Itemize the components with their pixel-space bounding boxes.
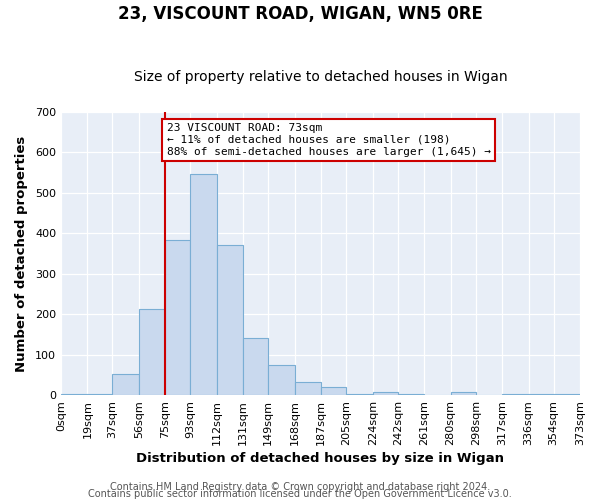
Y-axis label: Number of detached properties: Number of detached properties — [15, 136, 28, 372]
Bar — [529, 394, 554, 395]
Bar — [398, 394, 424, 395]
Bar — [321, 387, 346, 395]
Bar — [139, 309, 166, 395]
Bar — [112, 374, 139, 395]
Bar — [217, 246, 243, 395]
Bar — [502, 394, 529, 395]
Text: 23 VISCOUNT ROAD: 73sqm
← 11% of detached houses are smaller (198)
88% of semi-d: 23 VISCOUNT ROAD: 73sqm ← 11% of detache… — [167, 124, 491, 156]
Bar — [295, 382, 321, 395]
Bar — [373, 392, 398, 395]
Bar — [166, 240, 190, 395]
Title: Size of property relative to detached houses in Wigan: Size of property relative to detached ho… — [134, 70, 507, 85]
X-axis label: Distribution of detached houses by size in Wigan: Distribution of detached houses by size … — [136, 452, 505, 465]
Text: Contains HM Land Registry data © Crown copyright and database right 2024.: Contains HM Land Registry data © Crown c… — [110, 482, 490, 492]
Text: Contains public sector information licensed under the Open Government Licence v3: Contains public sector information licen… — [88, 489, 512, 499]
Bar — [190, 174, 217, 395]
Bar — [346, 394, 373, 395]
Text: 23, VISCOUNT ROAD, WIGAN, WN5 0RE: 23, VISCOUNT ROAD, WIGAN, WN5 0RE — [118, 5, 482, 23]
Bar — [243, 338, 268, 395]
Bar — [88, 394, 112, 395]
Bar — [61, 394, 88, 395]
Bar — [451, 392, 476, 395]
Bar — [554, 394, 580, 395]
Bar — [268, 364, 295, 395]
